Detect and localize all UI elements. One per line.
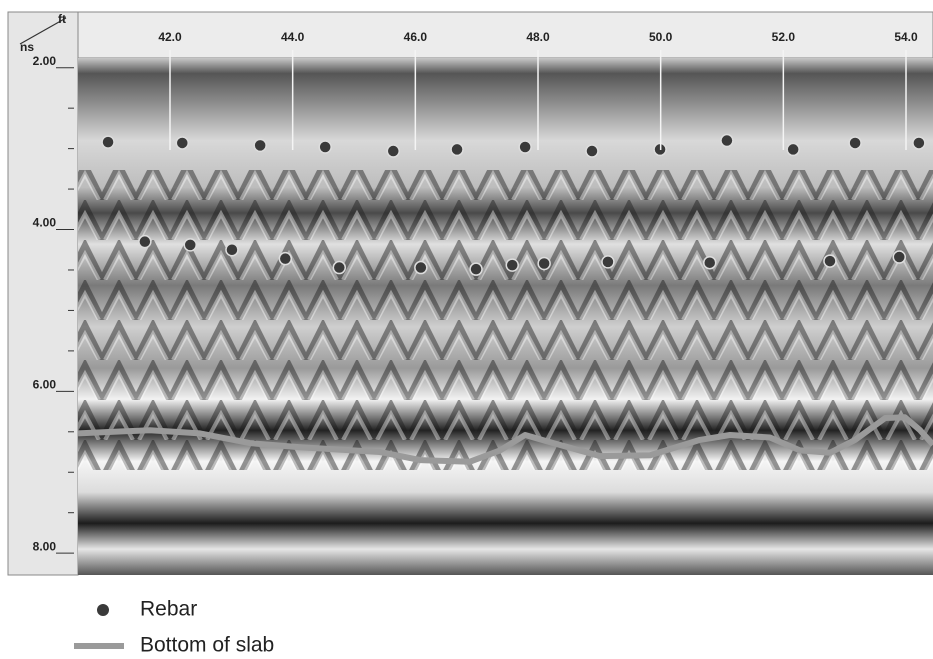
x-tick-label: 48.0 [526, 30, 550, 44]
legend-label: Bottom of slab [140, 634, 274, 657]
legend-dot [97, 604, 109, 616]
y-tick-label: 4.00 [33, 216, 57, 230]
x-tick-label: 42.0 [158, 30, 182, 44]
x-tick-label: 52.0 [772, 30, 796, 44]
rebar-point [332, 260, 347, 275]
rebar-point [912, 136, 926, 150]
corner-divider [19, 17, 67, 45]
rebar-point [823, 254, 837, 268]
rebar-point [786, 142, 800, 157]
rebar-point [318, 140, 332, 154]
y-tick-label: 8.00 [33, 539, 57, 553]
slab-line [77, 414, 933, 465]
x-axis-label: ft [58, 12, 66, 26]
x-tick-label: 44.0 [281, 30, 305, 44]
rebar-point [892, 250, 907, 264]
y-axis-panel [7, 11, 79, 576]
rebar-point [183, 238, 197, 252]
rebar-point [175, 136, 190, 150]
x-tick-label: 54.0 [894, 30, 918, 44]
rebar-point [505, 258, 519, 272]
radargram-texture [78, 170, 933, 470]
rebar-point [601, 255, 615, 269]
rebar-point [101, 135, 115, 149]
y-tick-label: 2.00 [33, 54, 57, 68]
rebar-point [518, 140, 532, 154]
rebar-point [702, 255, 717, 270]
rebar-point [537, 256, 551, 271]
rebar-point [386, 144, 401, 158]
rebar-point [225, 243, 239, 257]
x-tick-label: 50.0 [649, 30, 673, 44]
y-axis-label: ns [20, 40, 34, 54]
y-tick-label: 6.00 [33, 378, 57, 392]
rebar-point [585, 144, 599, 158]
rebar-point [450, 142, 464, 157]
x-axis-panel [77, 11, 933, 59]
legend: Rebar Bottom of slab [74, 598, 274, 657]
rebar-point [848, 136, 862, 150]
x-tick-label: 46.0 [404, 30, 428, 44]
rebar-point [138, 234, 152, 249]
rebar-point [414, 260, 428, 275]
rebar-point [720, 133, 734, 148]
plot [77, 133, 933, 465]
rebar-point [253, 138, 267, 153]
rebar-point [469, 262, 483, 276]
legend-label: Rebar [140, 598, 197, 621]
rebar-point [278, 251, 293, 266]
